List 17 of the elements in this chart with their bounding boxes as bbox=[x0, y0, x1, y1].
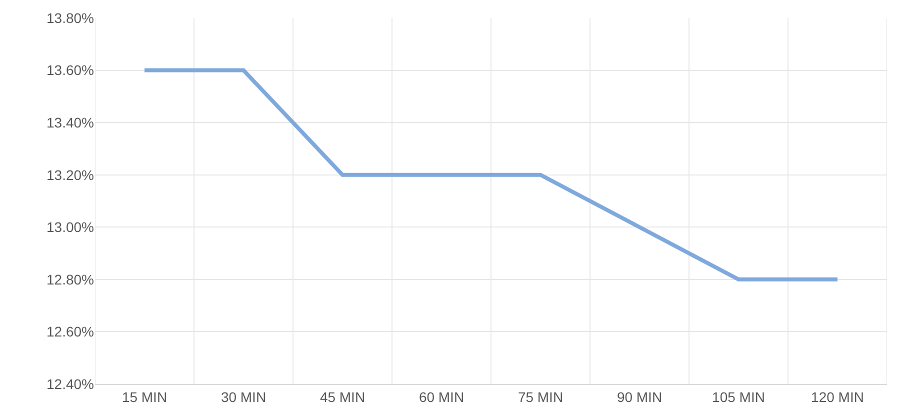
y-tick-label: 12.60% bbox=[46, 324, 94, 340]
x-tick-label: 105 MIN bbox=[712, 388, 765, 405]
y-tick-label: 13.60% bbox=[46, 62, 94, 78]
x-tick-label: 45 MIN bbox=[320, 388, 366, 405]
x-tick-label: 15 MIN bbox=[122, 388, 168, 405]
x-tick-label: 60 MIN bbox=[418, 388, 464, 405]
x-tick-label: 120 MIN bbox=[811, 388, 864, 405]
x-tick-label: 30 MIN bbox=[220, 388, 266, 405]
line-series bbox=[142, 68, 840, 282]
x-tick-label: 75 MIN bbox=[518, 388, 564, 405]
y-tick-label: 13.00% bbox=[46, 219, 94, 236]
y-tick-label: 13.20% bbox=[46, 166, 94, 183]
x-tick-label: 90 MIN bbox=[616, 388, 662, 405]
y-tick-label: 13.40% bbox=[46, 114, 94, 130]
y-tick-label: 13.80% bbox=[46, 10, 94, 26]
y-tick-label: 12.40% bbox=[46, 376, 94, 392]
y-tick-label: 12.80% bbox=[46, 271, 94, 288]
